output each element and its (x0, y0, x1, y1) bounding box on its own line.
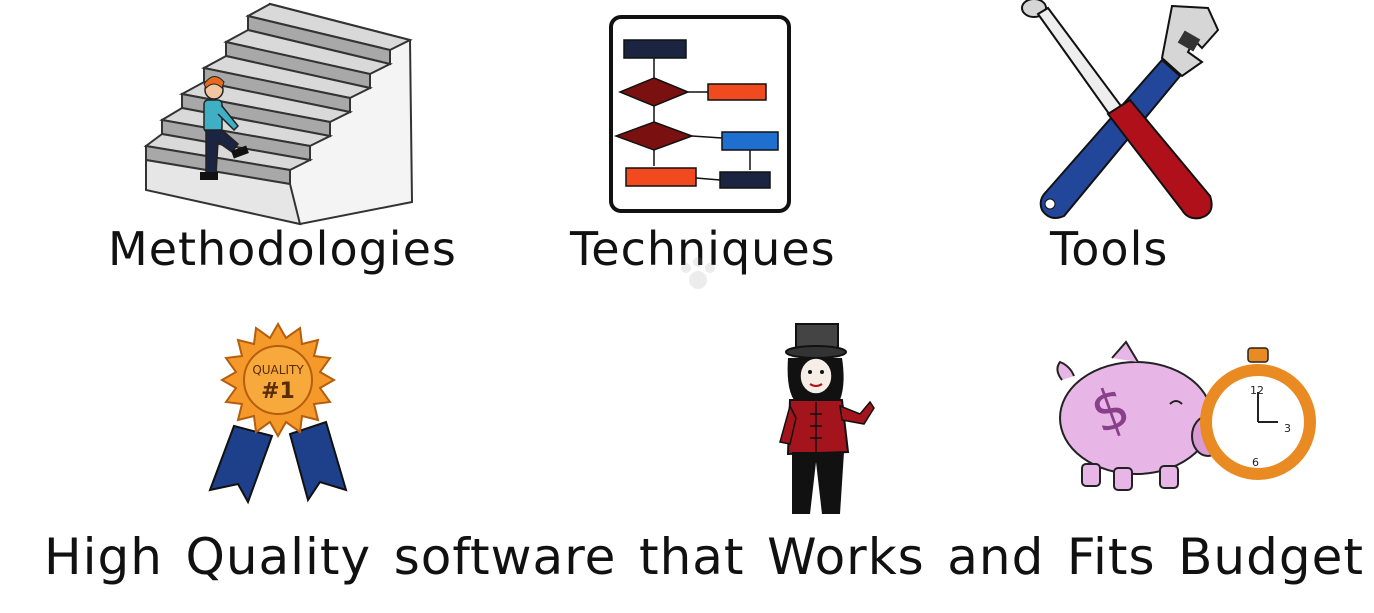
clock-number-6: 6 (1252, 456, 1259, 469)
tagline-word-and: and (947, 528, 1045, 586)
wrench-icon (1039, 4, 1220, 219)
tools-illustration (1021, 0, 1220, 220)
tagline-word-software: software (393, 528, 617, 586)
climbing-person-icon (200, 76, 249, 180)
stairs-illustration (143, 2, 414, 226)
tagline-word-quality: Quality (185, 528, 372, 586)
piggy-bank-stopwatch-illustration: $ 12 3 6 (1056, 340, 1316, 491)
tools-label: Tools (1050, 222, 1169, 276)
tagline-word-budget: Budget (1178, 528, 1364, 586)
tagline-word-fits: Fits (1066, 528, 1156, 586)
stopwatch-icon: 12 3 6 (1200, 347, 1316, 480)
badge-line1: QUALITY (252, 363, 304, 377)
clock-number-3: 3 (1284, 422, 1291, 435)
clock-number-12: 12 (1250, 384, 1264, 397)
quality-badge-illustration: QUALITY #1 (208, 321, 348, 505)
watermark-icon (681, 257, 715, 289)
tagline-word-high: High (44, 528, 163, 586)
flowchart-illustration (609, 15, 791, 213)
magician-illustration (779, 323, 875, 514)
tagline-word-works: Works (767, 528, 925, 586)
tagline-word-that: that (638, 528, 745, 586)
screwdriver-icon (1021, 0, 1213, 220)
badge-line2: #1 (261, 379, 295, 404)
techniques-label: Techniques (570, 222, 836, 276)
methodologies-label: Methodologies (108, 222, 457, 276)
tagline: High Quality software that Works and Fit… (44, 528, 1364, 586)
